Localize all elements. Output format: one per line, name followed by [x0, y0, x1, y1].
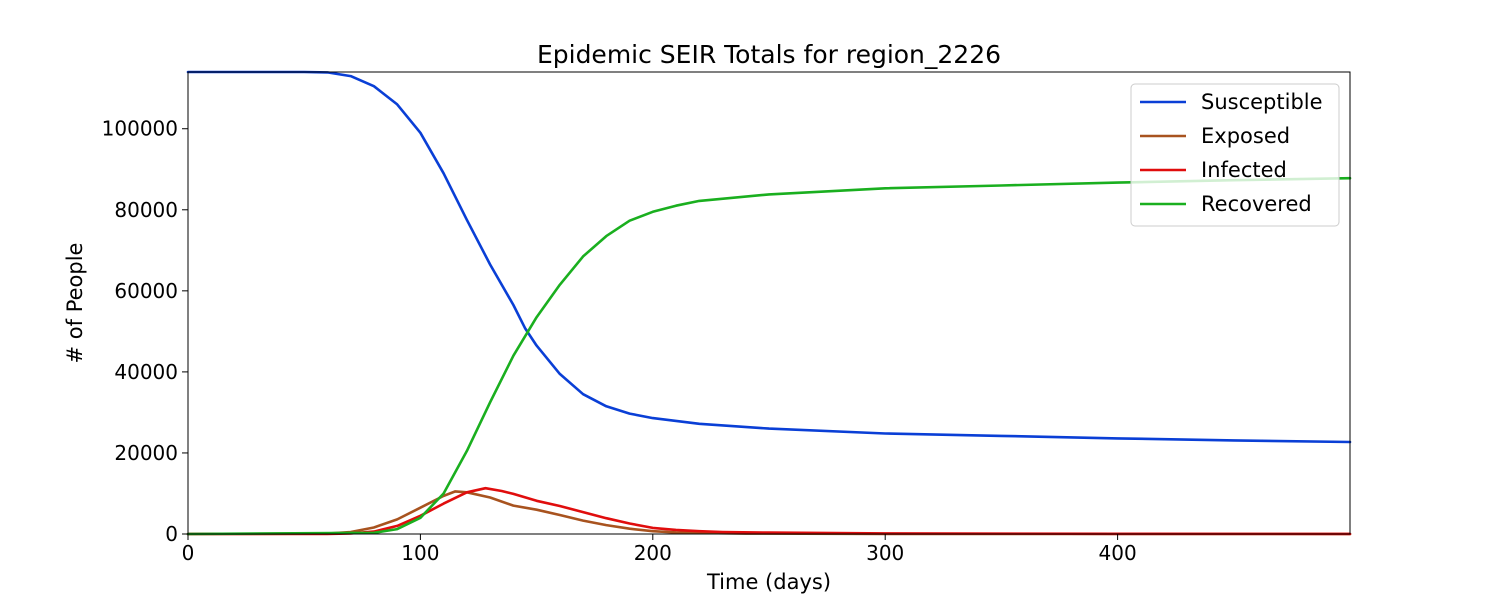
legend-label-exposed: Exposed: [1201, 124, 1290, 148]
x-tick-label: 100: [401, 541, 439, 565]
x-axis-title: Time (days): [706, 570, 831, 594]
x-axis-ticks: 0 100 200 300 400: [182, 534, 1137, 565]
series-line-exposed: [186, 490, 1352, 536]
y-axis-ticks: 0 20000 40000 60000 80000 100000: [102, 117, 188, 546]
x-tick-label: 200: [634, 541, 672, 565]
legend-label-susceptible: Susceptible: [1201, 90, 1323, 114]
y-tick-label: 80000: [114, 198, 178, 222]
legend-label-infected: Infected: [1201, 158, 1287, 182]
x-tick-label: 400: [1099, 541, 1137, 565]
legend-label-recovered: Recovered: [1201, 192, 1312, 216]
x-tick-label: 0: [182, 541, 195, 565]
y-axis-title: # of People: [63, 243, 87, 364]
legend: Susceptible Exposed Infected Recovered: [1130, 83, 1340, 227]
y-tick-label: 100000: [102, 117, 178, 141]
series-line-infected: [186, 486, 1352, 536]
y-tick-label: 0: [165, 522, 178, 546]
y-tick-label: 40000: [114, 360, 178, 384]
y-tick-label: 60000: [114, 279, 178, 303]
x-tick-label: 300: [866, 541, 904, 565]
series-line-recovered: [186, 176, 1352, 536]
series-line-susceptible: [186, 70, 1352, 444]
plot-lines: [186, 70, 1352, 536]
y-tick-label: 20000: [114, 441, 178, 465]
plot-frame: [187, 71, 1351, 535]
legend-box: [1130, 83, 1340, 227]
chart-title: Epidemic SEIR Totals for region_2226: [537, 40, 1001, 69]
